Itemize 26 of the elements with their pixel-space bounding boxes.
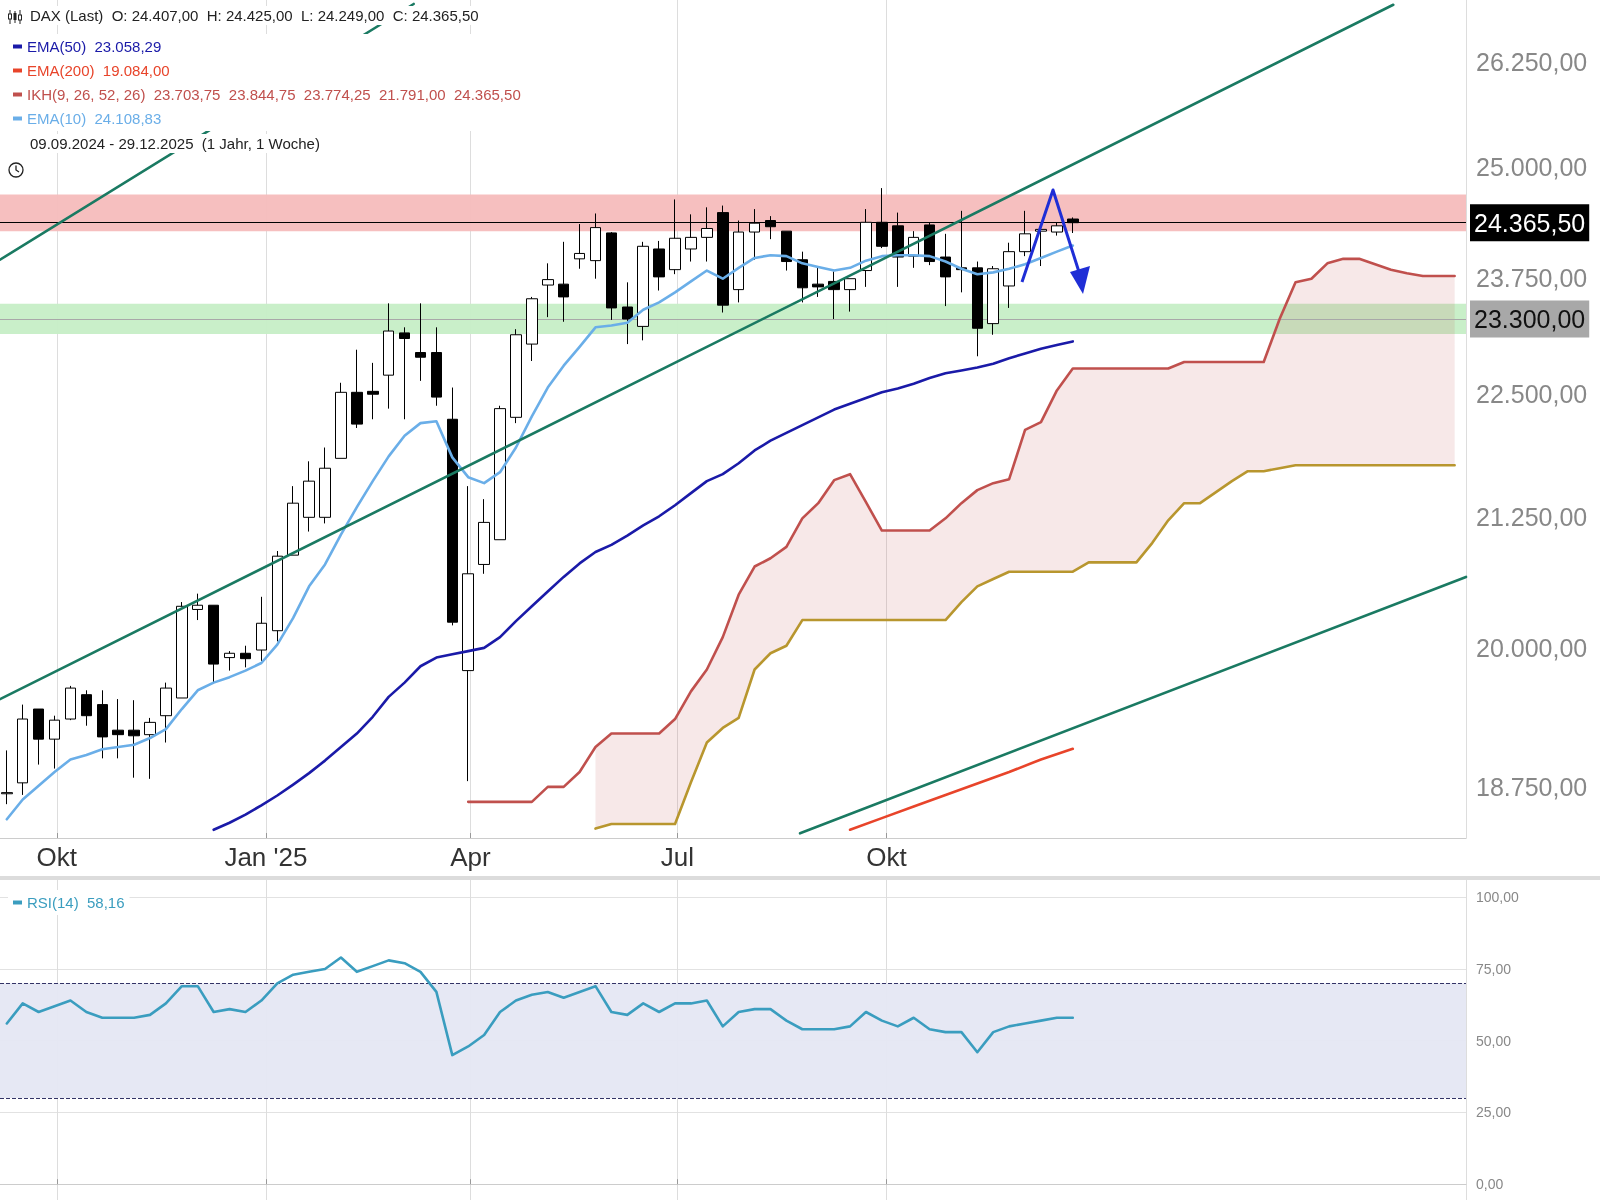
x-tick-label: Okt xyxy=(36,842,78,872)
x-tick-label: Jan '25 xyxy=(224,842,308,872)
legend-label: EMA(10) 24.108,83 xyxy=(27,110,162,127)
x-tick-label: Okt xyxy=(866,842,908,872)
legend-label: IKH(9, 26, 52, 26) 23.703,75 23.844,75 23.774,25 21.791,00 24.365,50 xyxy=(27,86,521,103)
legend-label: RSI(14) 58,16 xyxy=(27,894,125,911)
y-tick-label: 23.750,00 xyxy=(1476,263,1588,292)
legend-label: EMA(200) 19.084,00 xyxy=(27,62,170,79)
y-tick-label: 21.250,00 xyxy=(1476,503,1588,532)
x-tick-label: Jul xyxy=(660,842,694,872)
y-tick-label: 26.250,00 xyxy=(1476,48,1588,77)
legend-label: EMA(50) 23.058,29 xyxy=(27,38,162,55)
y-tick-label: 18.750,00 xyxy=(1476,772,1588,801)
y-tick-label: 22.500,00 xyxy=(1476,380,1588,409)
y-tick-label: 0,00 xyxy=(1476,1176,1504,1193)
y-tick-label: 25,00 xyxy=(1476,1104,1512,1121)
ref-line-label: 24.365,50 xyxy=(1474,208,1586,237)
text: DAX (Last) O: 24.407,00 H: 24.425,00 L: 24.249,00 C: 24.365,50 xyxy=(30,7,479,24)
x-tick-label: Apr xyxy=(450,842,492,872)
y-tick-label: 25.000,00 xyxy=(1476,153,1588,182)
y-tick-label: 50,00 xyxy=(1476,1032,1512,1049)
text: 09.09.2024 - 29.12.2025 (1 Jahr, 1 Woche) xyxy=(30,135,320,152)
ref-line-label: 23.300,00 xyxy=(1474,304,1586,333)
y-tick-label: 75,00 xyxy=(1476,960,1512,977)
y-tick-label: 20.000,00 xyxy=(1476,633,1588,662)
y-tick-label: 100,00 xyxy=(1476,889,1520,906)
